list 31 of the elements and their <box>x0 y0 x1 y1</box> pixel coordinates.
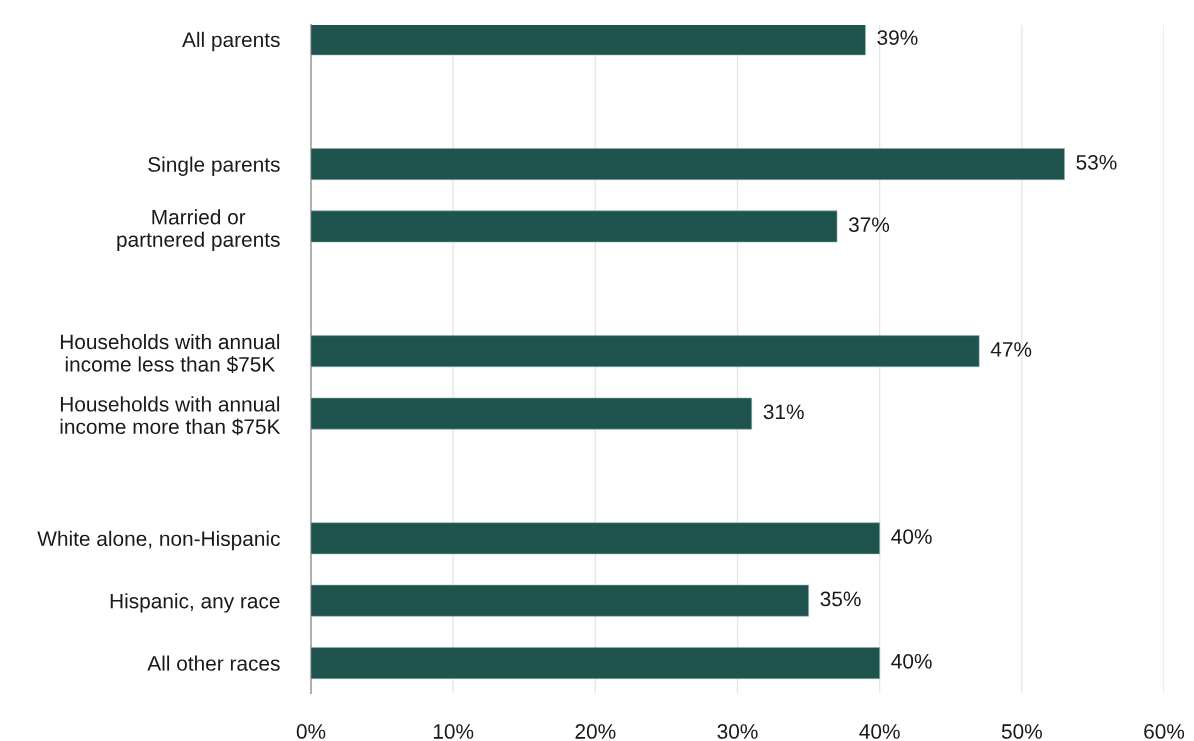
y-tick-label: Single parents <box>148 156 280 176</box>
x-tick-label: 20% <box>575 724 616 739</box>
data-label: 40% <box>891 653 932 669</box>
bar <box>311 210 838 243</box>
bar <box>311 335 980 368</box>
x-tick-label: 60% <box>1144 724 1185 739</box>
y-tick-label: White alone, non-Hispanic <box>37 530 280 551</box>
x-tick-label: 50% <box>1001 724 1042 739</box>
data-label: 37% <box>848 217 890 233</box>
y-tick-label: All parents <box>182 31 280 52</box>
y-tick-label: Hispanic, any race <box>110 593 280 613</box>
bar <box>311 148 1065 180</box>
bar <box>311 522 880 555</box>
y-tick-label: Households with annual income less than $75K <box>60 333 280 373</box>
x-tick-label: 0% <box>296 724 326 739</box>
bar <box>311 647 880 679</box>
x-tick-label: 40% <box>859 724 900 739</box>
bar <box>311 584 809 617</box>
x-tick-label: 10% <box>433 724 474 739</box>
x-tick-label: 30% <box>717 724 758 739</box>
bar <box>311 25 866 56</box>
data-label: 31% <box>763 404 804 420</box>
data-label: 39% <box>877 30 918 45</box>
data-label: 35% <box>820 591 861 607</box>
data-label: 40% <box>891 529 932 544</box>
y-tick-label: Households with annual income more than $75K <box>60 396 281 436</box>
data-label: 47% <box>990 342 1032 357</box>
y-tick-label: Married or partnered parents <box>117 209 280 252</box>
y-tick-label: All other races <box>147 655 280 671</box>
data-label: 53% <box>1076 154 1117 170</box>
bar <box>311 397 752 430</box>
